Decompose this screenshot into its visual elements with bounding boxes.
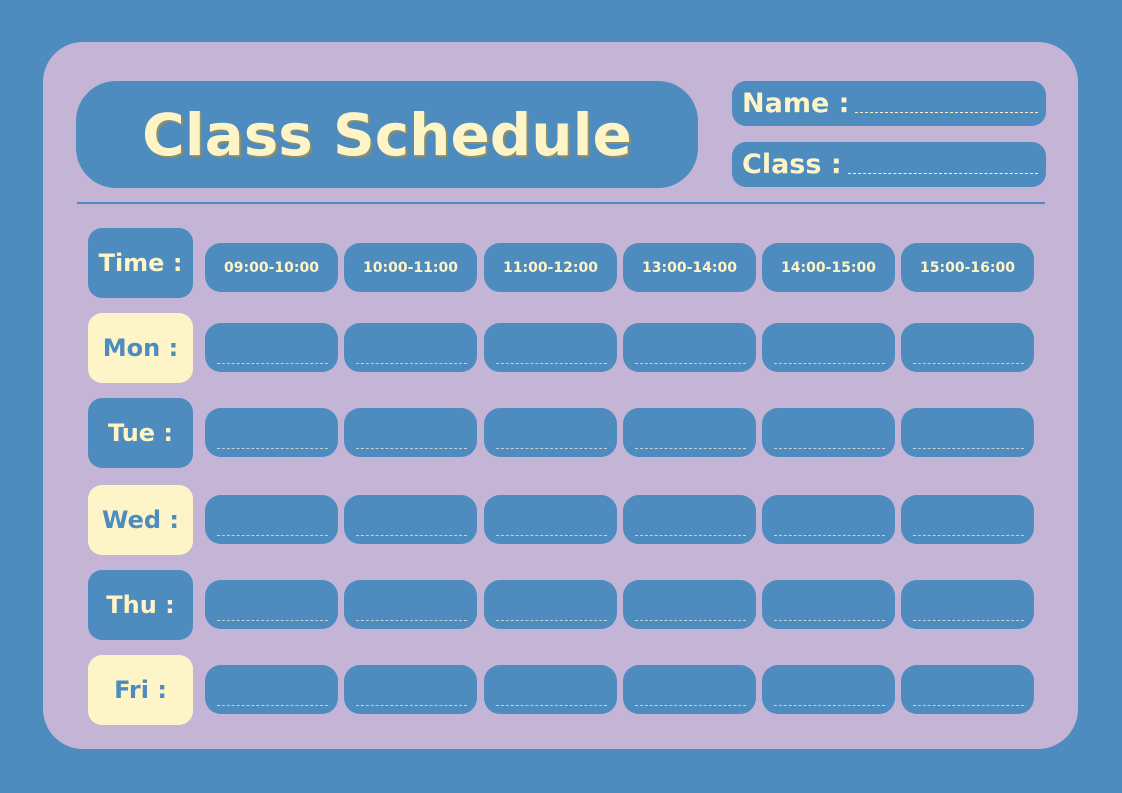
cell-write-line — [635, 620, 746, 621]
day-label: Thu : — [88, 570, 193, 640]
time-slot-header: 09:00-10:00 — [205, 243, 338, 292]
day-label: Fri : — [88, 655, 193, 725]
time-slot-header: 13:00-14:00 — [623, 243, 756, 292]
schedule-cell[interactable] — [623, 580, 756, 629]
schedule-cell[interactable] — [344, 580, 477, 629]
title-banner: Class Schedule — [76, 81, 698, 188]
page-title: Class Schedule — [142, 100, 632, 169]
class-input-line[interactable] — [847, 173, 1038, 174]
schedule-cell[interactable] — [762, 408, 895, 457]
schedule-cell[interactable] — [623, 665, 756, 714]
schedule-cell[interactable] — [205, 495, 338, 544]
schedule-cell[interactable] — [623, 323, 756, 372]
cell-write-line — [913, 620, 1024, 621]
cell-write-line — [635, 363, 746, 364]
cell-write-line — [774, 705, 885, 706]
schedule-cell[interactable] — [484, 495, 617, 544]
cell-write-line — [356, 448, 467, 449]
time-slot-header: 10:00-11:00 — [344, 243, 477, 292]
schedule-cell[interactable] — [205, 408, 338, 457]
time-label: Time : — [88, 228, 193, 298]
cell-write-line — [496, 363, 607, 364]
time-slot-label: 11:00-12:00 — [503, 259, 598, 276]
time-slot-label: 13:00-14:00 — [642, 259, 737, 276]
cell-write-line — [774, 448, 885, 449]
cell-write-line — [774, 620, 885, 621]
schedule-cell[interactable] — [484, 323, 617, 372]
cell-write-line — [217, 620, 328, 621]
schedule-cell[interactable] — [205, 665, 338, 714]
time-slot-label: 14:00-15:00 — [781, 259, 876, 276]
cell-write-line — [356, 535, 467, 536]
time-slot-header: 11:00-12:00 — [484, 243, 617, 292]
schedule-cell[interactable] — [901, 323, 1034, 372]
cell-write-line — [635, 535, 746, 536]
time-slot-header: 14:00-15:00 — [762, 243, 895, 292]
class-field[interactable]: Class : — [732, 142, 1046, 187]
name-input-line[interactable] — [855, 112, 1038, 113]
time-slot-header: 15:00-16:00 — [901, 243, 1034, 292]
schedule-cell[interactable] — [762, 323, 895, 372]
cell-write-line — [913, 535, 1024, 536]
cell-write-line — [356, 620, 467, 621]
divider — [77, 202, 1045, 204]
schedule-cell[interactable] — [623, 495, 756, 544]
schedule-cell[interactable] — [901, 408, 1034, 457]
schedule-cell[interactable] — [484, 580, 617, 629]
day-label: Wed : — [88, 485, 193, 555]
cell-write-line — [496, 448, 607, 449]
schedule-cell[interactable] — [484, 665, 617, 714]
cell-write-line — [217, 448, 328, 449]
cell-write-line — [913, 363, 1024, 364]
cell-write-line — [356, 363, 467, 364]
schedule-cell[interactable] — [762, 495, 895, 544]
cell-write-line — [635, 448, 746, 449]
cell-write-line — [913, 705, 1024, 706]
cell-write-line — [496, 705, 607, 706]
name-field[interactable]: Name : — [732, 81, 1046, 126]
schedule-cell[interactable] — [762, 580, 895, 629]
schedule-cell[interactable] — [901, 665, 1034, 714]
class-label: Class : — [742, 149, 842, 180]
cell-write-line — [913, 448, 1024, 449]
name-label: Name : — [742, 88, 850, 119]
schedule-cell[interactable] — [344, 665, 477, 714]
cell-write-line — [774, 535, 885, 536]
cell-write-line — [635, 705, 746, 706]
cell-write-line — [496, 620, 607, 621]
schedule-cell[interactable] — [205, 323, 338, 372]
schedule-cell[interactable] — [901, 580, 1034, 629]
cell-write-line — [774, 363, 885, 364]
schedule-cell[interactable] — [344, 323, 477, 372]
time-slot-label: 15:00-16:00 — [920, 259, 1015, 276]
schedule-cell[interactable] — [762, 665, 895, 714]
schedule-cell[interactable] — [484, 408, 617, 457]
cell-write-line — [217, 363, 328, 364]
time-slot-label: 09:00-10:00 — [224, 259, 319, 276]
schedule-cell[interactable] — [344, 495, 477, 544]
day-label: Mon : — [88, 313, 193, 383]
schedule-cell[interactable] — [344, 408, 477, 457]
cell-write-line — [217, 705, 328, 706]
schedule-cell[interactable] — [901, 495, 1034, 544]
cell-write-line — [356, 705, 467, 706]
day-label: Tue : — [88, 398, 193, 468]
schedule-cell[interactable] — [205, 580, 338, 629]
cell-write-line — [217, 535, 328, 536]
time-slot-label: 10:00-11:00 — [363, 259, 458, 276]
cell-write-line — [496, 535, 607, 536]
schedule-cell[interactable] — [623, 408, 756, 457]
